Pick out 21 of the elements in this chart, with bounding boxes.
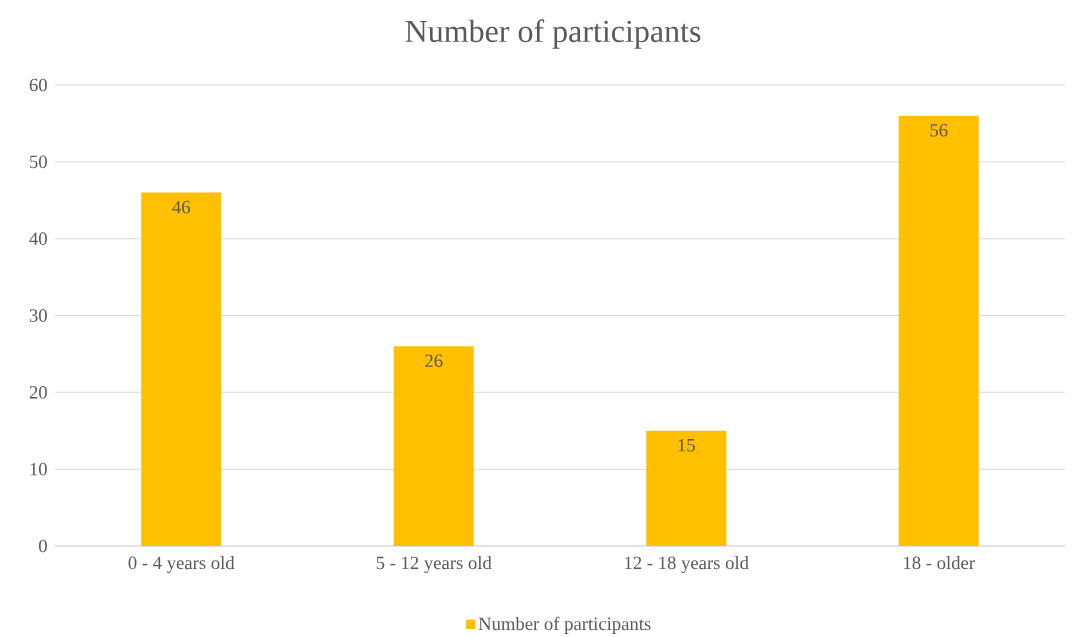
bar (646, 430, 727, 546)
bar (141, 192, 222, 546)
data-label: 26 (425, 354, 443, 368)
y-tick-label: 30 (29, 309, 47, 322)
y-tick-label: 60 (29, 78, 47, 92)
y-tick-label: 50 (30, 155, 47, 169)
x-tick-label: 18 - older (904, 556, 975, 570)
bar (393, 346, 474, 546)
chart-title: Number of participants (405, 19, 701, 49)
y-tick-label: 10 (30, 462, 47, 476)
data-label: 56 (930, 124, 948, 137)
data-label: 15 (678, 439, 695, 452)
y-tick-label: 40 (29, 232, 47, 245)
legend-label: Number of participants (478, 616, 651, 634)
data-label: 46 (172, 200, 191, 214)
y-tick-label: 0 (39, 539, 47, 553)
x-tick-label: 5 - 12 years old (376, 556, 492, 574)
y-tick-label: 20 (29, 386, 47, 399)
x-tick-label: 12 - 18 years old (625, 556, 749, 574)
bar (898, 115, 979, 546)
x-tick-label: 0 - 4 years old (128, 556, 235, 574)
